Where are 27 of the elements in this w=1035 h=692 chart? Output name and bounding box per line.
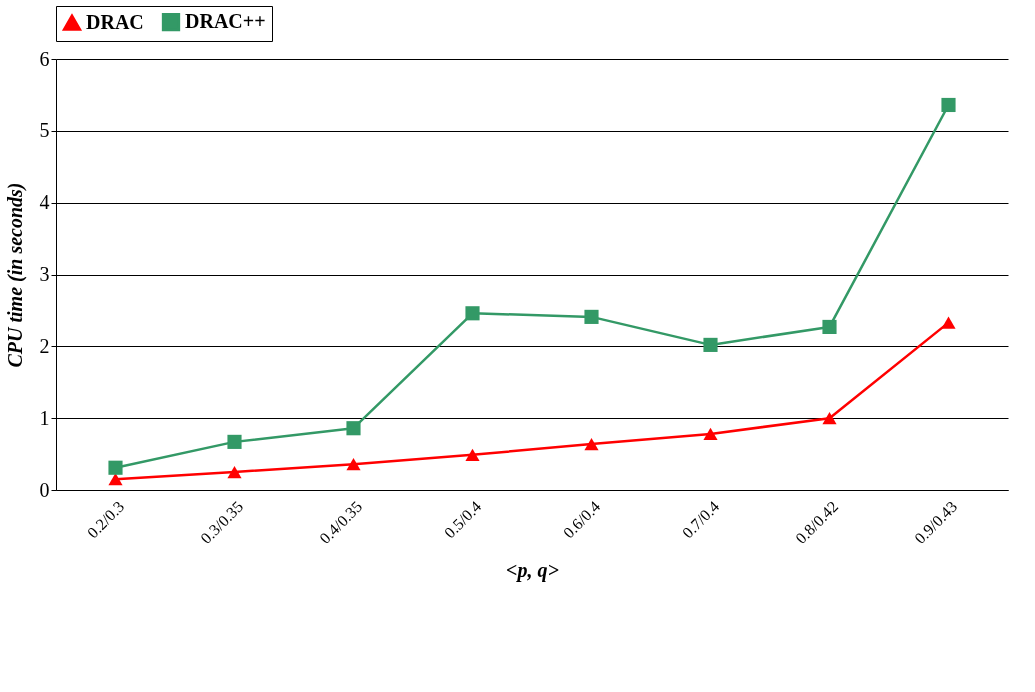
point (465, 306, 480, 321)
point (822, 319, 837, 335)
point (346, 458, 361, 471)
point (465, 448, 480, 461)
point (822, 412, 837, 425)
point (227, 434, 242, 449)
y-tick-label: 6 (39, 47, 50, 70)
y-tick-label: 1 (39, 406, 50, 429)
point (941, 97, 956, 113)
y-axis-title: CPU time (in seconds) (3, 182, 27, 368)
legend-label: DRAC++ (185, 10, 266, 33)
y-tick-label: 5 (39, 119, 50, 142)
point (584, 437, 599, 451)
legend-label: DRAC (86, 10, 144, 33)
point (941, 316, 956, 329)
x-axis-title: <p, q> (506, 558, 559, 582)
point (227, 465, 242, 479)
y-tick-label: 4 (39, 191, 50, 214)
y-tick-label: 0 (39, 478, 50, 501)
point (703, 427, 718, 441)
point (108, 460, 123, 475)
y-tick-label: 2 (39, 334, 50, 357)
point (346, 421, 361, 436)
y-tick-label: 3 (39, 263, 50, 285)
point (703, 337, 718, 352)
point (584, 309, 599, 324)
point (108, 473, 123, 486)
